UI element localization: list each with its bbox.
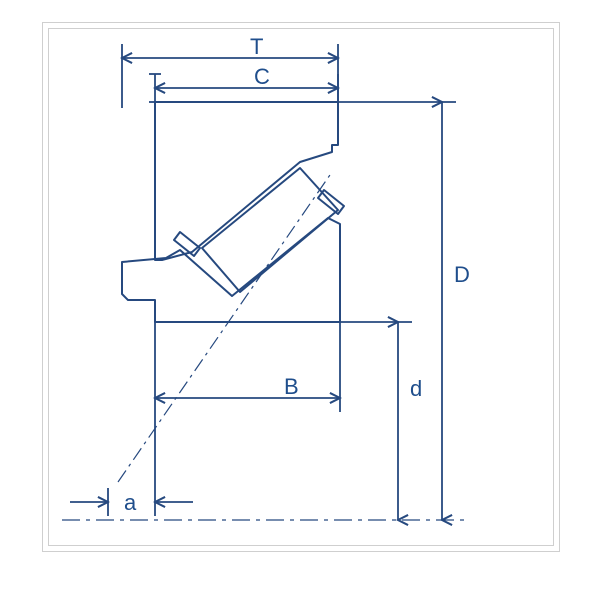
dim-label-B: B (284, 374, 299, 400)
dim-label-T: T (250, 34, 263, 60)
inner-frame (48, 28, 554, 546)
dim-label-a: a (124, 490, 136, 516)
dim-label-D: D (454, 262, 470, 288)
dim-label-d: d (410, 376, 422, 402)
dim-label-C: C (254, 64, 270, 90)
